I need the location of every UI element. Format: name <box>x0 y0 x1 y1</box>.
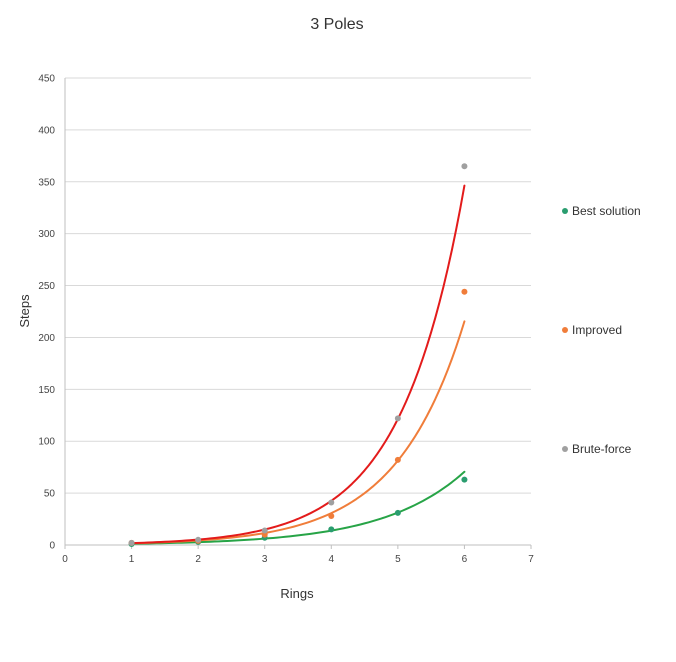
x-tick-label: 4 <box>329 554 335 565</box>
y-tick-label: 150 <box>38 385 55 396</box>
y-tick-label: 350 <box>38 177 55 188</box>
legend-label-improved: Improved <box>572 323 622 337</box>
y-tick-label: 50 <box>44 489 56 500</box>
y-tick-label: 400 <box>38 125 55 136</box>
axes-layer: 0 50 100 150 200 250 300 350 400 450 0 1 2 3 4 5 6 7 <box>38 74 534 566</box>
y-tick-label: 450 <box>38 74 55 85</box>
chart-title: 3 Poles <box>310 16 363 33</box>
legend-label-brute-force: Brute-force <box>572 442 632 456</box>
trendline-layer <box>130 184 466 545</box>
best-solution-point <box>394 509 401 516</box>
best-solution-trendline <box>130 470 466 545</box>
improved-point <box>261 531 268 538</box>
x-tick-label: 1 <box>129 554 135 565</box>
x-tick-label: 2 <box>195 554 201 565</box>
best-solution-point <box>328 526 335 533</box>
y-tick-label: 250 <box>38 281 55 292</box>
data-point-layer <box>128 163 468 547</box>
legend-label-best-solution: Best solution <box>572 204 641 218</box>
y-tick-label: 200 <box>38 333 55 344</box>
brute-force-point <box>394 415 401 422</box>
x-tick-label: 5 <box>395 554 401 565</box>
brute-force-point <box>128 539 135 546</box>
x-axis-title: Rings <box>280 586 314 601</box>
brute-force-point <box>328 499 335 506</box>
legend-marker-brute-force <box>562 446 568 452</box>
y-axis-title: Steps <box>17 294 32 328</box>
legend-marker-improved <box>562 327 568 333</box>
y-tick-label: 300 <box>38 229 55 240</box>
improved-point <box>328 512 335 519</box>
x-tick-label: 3 <box>262 554 268 565</box>
x-tick-label: 7 <box>528 554 534 565</box>
x-tick-label: 0 <box>62 554 68 565</box>
brute-force-point <box>195 536 202 543</box>
legend: Best solution Improved Brute-force <box>562 204 641 456</box>
improved-point <box>394 456 401 463</box>
x-tick-label: 6 <box>462 554 468 565</box>
improved-trendline <box>130 320 466 545</box>
brute-force-point <box>461 163 468 170</box>
grid-layer <box>65 77 531 494</box>
y-tick-label: 100 <box>38 437 55 448</box>
legend-marker-best-solution <box>562 208 568 214</box>
brute-force-point <box>261 527 268 534</box>
brute-force-trendline <box>130 184 466 545</box>
best-solution-point <box>461 476 468 483</box>
y-tick-label: 0 <box>49 541 55 552</box>
improved-point <box>461 288 468 295</box>
